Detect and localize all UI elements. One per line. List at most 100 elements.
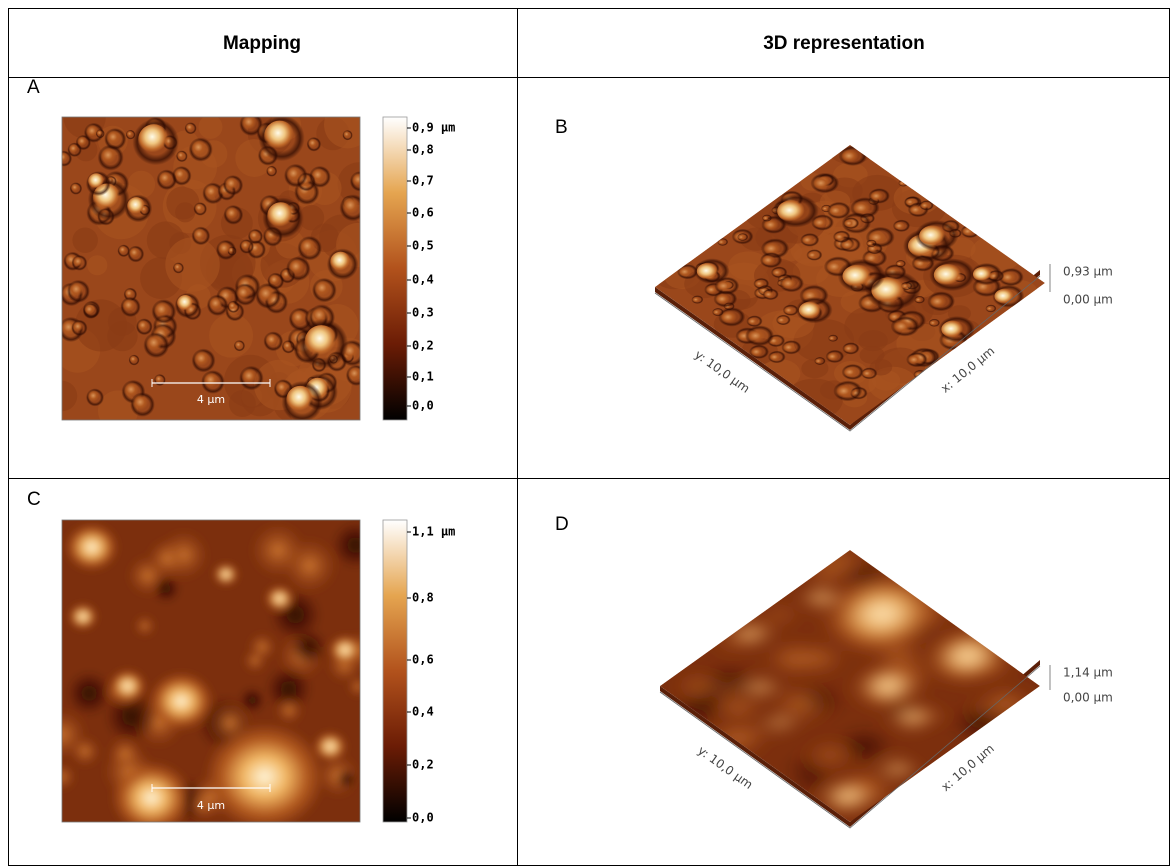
grain [824,779,873,814]
table-border [8,8,1170,866]
colorbar-label: 0,2 [412,758,434,772]
colorbar-label: 0,5 [412,239,434,253]
grain [285,165,302,182]
grain [763,290,774,299]
column-header: Mapping [223,33,301,54]
grain [227,301,237,310]
grain [224,206,238,220]
grain [933,263,965,286]
surface-shade [812,741,849,768]
colorbar-label: 0,3 [412,306,434,320]
grain [204,722,325,822]
colorbar [382,519,408,823]
grain [811,176,831,190]
grain [240,367,258,384]
grain [768,352,781,362]
grain [895,261,903,267]
grain [304,325,338,359]
grain [341,196,360,215]
grain [771,268,783,277]
grain [919,201,930,209]
colorbar-label: 0,6 [412,206,434,220]
grain [806,587,837,609]
grain [123,381,139,398]
afm-map-frame [61,116,361,421]
grain [217,241,231,255]
grain [712,309,721,315]
grain [248,229,260,241]
grain [800,235,814,245]
grain [811,217,827,228]
grain [282,340,292,350]
grain [129,355,137,363]
grain [256,284,275,302]
grain [190,139,207,156]
surface-shade [87,255,108,276]
grain [264,332,278,346]
grain [850,200,871,215]
colorbar-label: 0,8 [412,591,434,605]
grain [827,204,844,217]
grain [824,259,844,274]
grain [87,389,100,402]
panel-letter: A [27,77,40,98]
surface-shade [298,204,325,231]
colorbar-label: 0,2 [412,339,434,353]
surface-shade [332,521,360,569]
grain [347,366,360,381]
grain [893,221,905,230]
grain [828,335,836,341]
grain [941,320,966,338]
grain [208,295,223,311]
grain [70,183,79,192]
scale-bar-label: 4 µm [197,393,225,406]
grain [157,170,172,185]
colorbar-label: 0,1 [412,370,434,384]
surface-shade [794,757,821,776]
grain [267,202,295,230]
grain [286,385,315,414]
grain [749,347,763,357]
grain [96,129,103,136]
grain [985,305,994,312]
grain [83,303,95,315]
grain [717,239,725,245]
grain [761,218,779,231]
surface-shade [336,768,357,790]
colorbar-label: 0,7 [412,174,434,188]
grain [798,301,824,319]
colorbar-label: 0,4 [412,273,434,287]
colorbar-label: 1,1 µm [412,525,455,539]
afm-map [62,117,360,420]
grain [76,135,87,147]
grain [173,263,182,271]
grain [145,333,163,352]
surface-shade [165,237,220,292]
grain [240,240,251,250]
surface-side [660,660,1040,827]
grain [843,219,855,228]
surface-shade [840,729,889,764]
grain [72,320,84,332]
grain [868,190,884,202]
y-axis-label: y: 10,0 µm [692,347,752,395]
grain [193,350,210,367]
colorbar-label: 0,9 µm [412,121,455,135]
surface-shade [717,692,760,722]
grain [814,358,823,364]
grain [745,328,766,343]
grain [919,225,949,247]
grain [235,284,251,300]
surface-shade [766,604,794,625]
panel-letter: B [555,117,568,138]
surface-shade [72,227,98,254]
z-min-label: 0,00 µm [1063,293,1113,307]
grain [827,574,938,654]
grain [313,279,331,296]
surface-shade [265,665,312,712]
grain [842,344,855,353]
grain [68,143,79,154]
grain [753,279,765,288]
z-min-label: 0,00 µm [1063,691,1113,705]
grain [826,352,839,361]
